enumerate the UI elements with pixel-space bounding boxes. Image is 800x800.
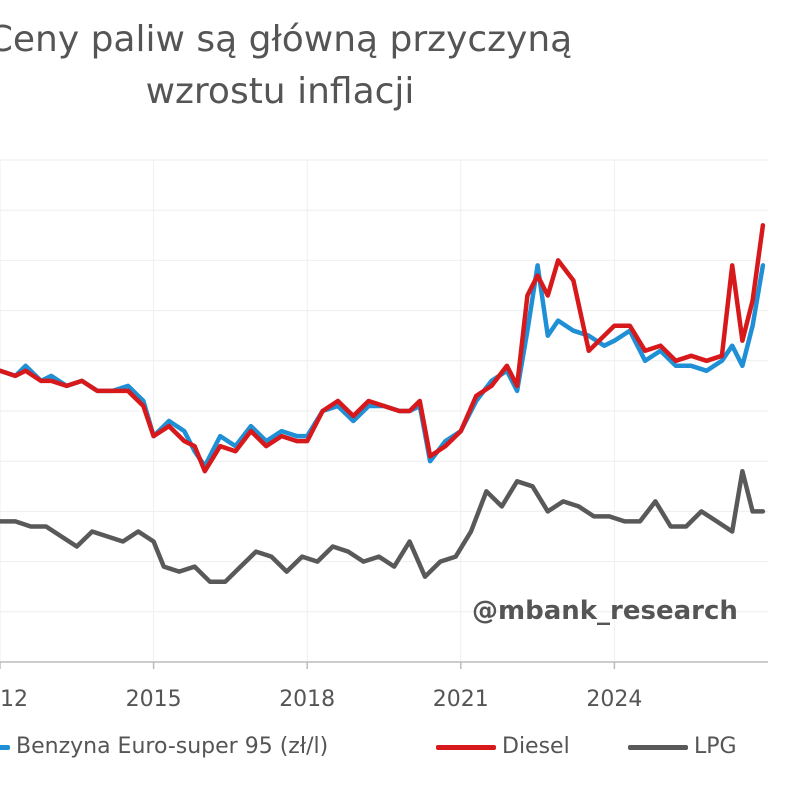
chart-title-line-2: wzrostu inflacji [145, 71, 415, 112]
grid-lines [0, 159, 768, 662]
legend-swatch-benzyna [0, 745, 10, 750]
x-tick-label: 2015 [126, 687, 182, 712]
series-line-lpg [0, 468, 766, 584]
x-tick-label: 2018 [279, 687, 335, 712]
series-line-benzyna [0, 263, 766, 469]
x-tick-label: 2012 [0, 687, 28, 712]
series-lines [0, 223, 766, 584]
legend-swatch-lpg [628, 745, 688, 750]
legend-swatch-diesel [436, 745, 496, 750]
watermark-handle: @mbank_research [472, 596, 738, 626]
legend-label-benzyna: Benzyna Euro-super 95 (zł/l) [16, 734, 329, 759]
line-chart: 2012 2015 2018 2021 2024 [0, 159, 768, 712]
legend: Benzyna Euro-super 95 (zł/l) Diesel LPG [0, 732, 800, 766]
legend-label-lpg: LPG [694, 734, 737, 759]
legend-label-diesel: Diesel [502, 734, 570, 759]
x-axis-ticks: 2012 2015 2018 2021 2024 [0, 662, 642, 712]
x-tick-label: 2021 [433, 687, 489, 712]
x-tick-label: 2024 [586, 687, 642, 712]
chart-title-line-1: Ceny paliw są główną przyczyną [0, 19, 573, 60]
series-line-diesel [0, 223, 766, 474]
